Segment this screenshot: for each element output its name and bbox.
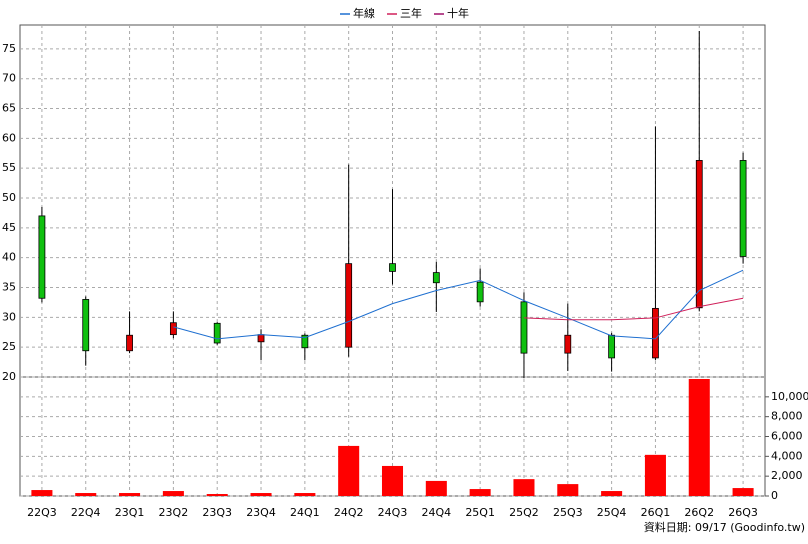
x-tick-label: 26Q3 bbox=[728, 506, 758, 519]
volume-bar bbox=[469, 489, 491, 496]
candle-body bbox=[389, 263, 396, 272]
x-tick-label: 22Q4 bbox=[71, 506, 101, 519]
candle-body bbox=[476, 281, 484, 303]
candle-body bbox=[126, 334, 133, 352]
candle-body bbox=[169, 322, 177, 336]
volume-bar bbox=[557, 484, 579, 496]
y-tick-label: 50 bbox=[2, 191, 16, 204]
x-tick-label: 25Q4 bbox=[597, 506, 627, 519]
legend-label: 三年 bbox=[400, 6, 422, 20]
x-tick-label: 22Q3 bbox=[27, 506, 57, 519]
footer: 資料日期: 09/17 (Goodinfo.tw) bbox=[644, 520, 805, 534]
volume-bar bbox=[119, 493, 141, 496]
x-tick-label: 23Q1 bbox=[115, 506, 145, 519]
candle-body bbox=[213, 322, 221, 344]
x-tick-label: 24Q2 bbox=[334, 506, 364, 519]
x-tick-label: 26Q1 bbox=[641, 506, 671, 519]
y-tick-label: 75 bbox=[2, 42, 16, 55]
x-tick-label: 24Q3 bbox=[378, 506, 408, 519]
y-tick-label: 25 bbox=[2, 340, 16, 353]
volume-bar bbox=[688, 378, 710, 496]
x-tick-label: 25Q1 bbox=[465, 506, 495, 519]
candle-body bbox=[739, 160, 747, 257]
volume-bar bbox=[338, 445, 360, 496]
ma-line bbox=[523, 297, 744, 321]
y2-tick-label: 8,000 bbox=[771, 410, 803, 423]
x-tick-label: 23Q2 bbox=[159, 506, 189, 519]
volume-bar bbox=[732, 488, 754, 496]
y-tick-label: 70 bbox=[2, 72, 16, 85]
candle-body bbox=[652, 307, 659, 359]
volume-bar bbox=[381, 465, 404, 496]
candle-body bbox=[82, 299, 90, 352]
volume-bar bbox=[294, 493, 316, 496]
x-tick-label: 26Q2 bbox=[684, 506, 714, 519]
candle-body bbox=[257, 334, 265, 343]
y2-tick-label: 4,000 bbox=[771, 449, 803, 462]
volume-bar bbox=[601, 491, 623, 496]
x-tick-label: 25Q3 bbox=[553, 506, 583, 519]
y-tick-label: 65 bbox=[2, 102, 16, 115]
volume-bar bbox=[31, 490, 53, 496]
candle-body bbox=[608, 334, 616, 359]
y-tick-label: 20 bbox=[2, 370, 16, 383]
volume-bar bbox=[206, 494, 228, 496]
y-tick-label: 35 bbox=[2, 281, 16, 294]
y-tick-label: 30 bbox=[2, 310, 16, 323]
x-tick-label: 23Q3 bbox=[202, 506, 232, 519]
volume-bar bbox=[425, 480, 447, 496]
x-tick-label: 23Q4 bbox=[246, 506, 276, 519]
y2-tick-label: 0 bbox=[771, 489, 778, 502]
y2-tick-label: 2,000 bbox=[771, 469, 803, 482]
volume-bar bbox=[75, 493, 97, 496]
y-tick-label: 55 bbox=[2, 161, 16, 174]
volume-bar bbox=[162, 491, 184, 496]
volume-bar bbox=[250, 493, 272, 496]
volume-bar bbox=[513, 479, 535, 496]
candle-body bbox=[345, 263, 353, 348]
volume-bar bbox=[644, 454, 666, 496]
legend-label: 十年 bbox=[447, 6, 469, 20]
y-tick-label: 45 bbox=[2, 221, 16, 234]
x-tick-label: 24Q4 bbox=[421, 506, 451, 519]
candle-body bbox=[432, 272, 440, 284]
candle-body bbox=[38, 215, 46, 299]
ma-line bbox=[173, 269, 744, 340]
candle-body bbox=[520, 301, 528, 354]
x-tick-label: 24Q1 bbox=[290, 506, 320, 519]
candle-body bbox=[695, 160, 703, 309]
y2-tick-label: 6,000 bbox=[771, 430, 803, 443]
x-tick-label: 25Q2 bbox=[509, 506, 539, 519]
legend-label: 年線 bbox=[353, 6, 375, 20]
y-tick-label: 40 bbox=[2, 251, 16, 264]
y-tick-label: 60 bbox=[2, 131, 16, 144]
candle-body bbox=[301, 334, 309, 349]
y2-tick-label: 10,000 bbox=[771, 390, 808, 403]
candle-body bbox=[564, 334, 572, 354]
